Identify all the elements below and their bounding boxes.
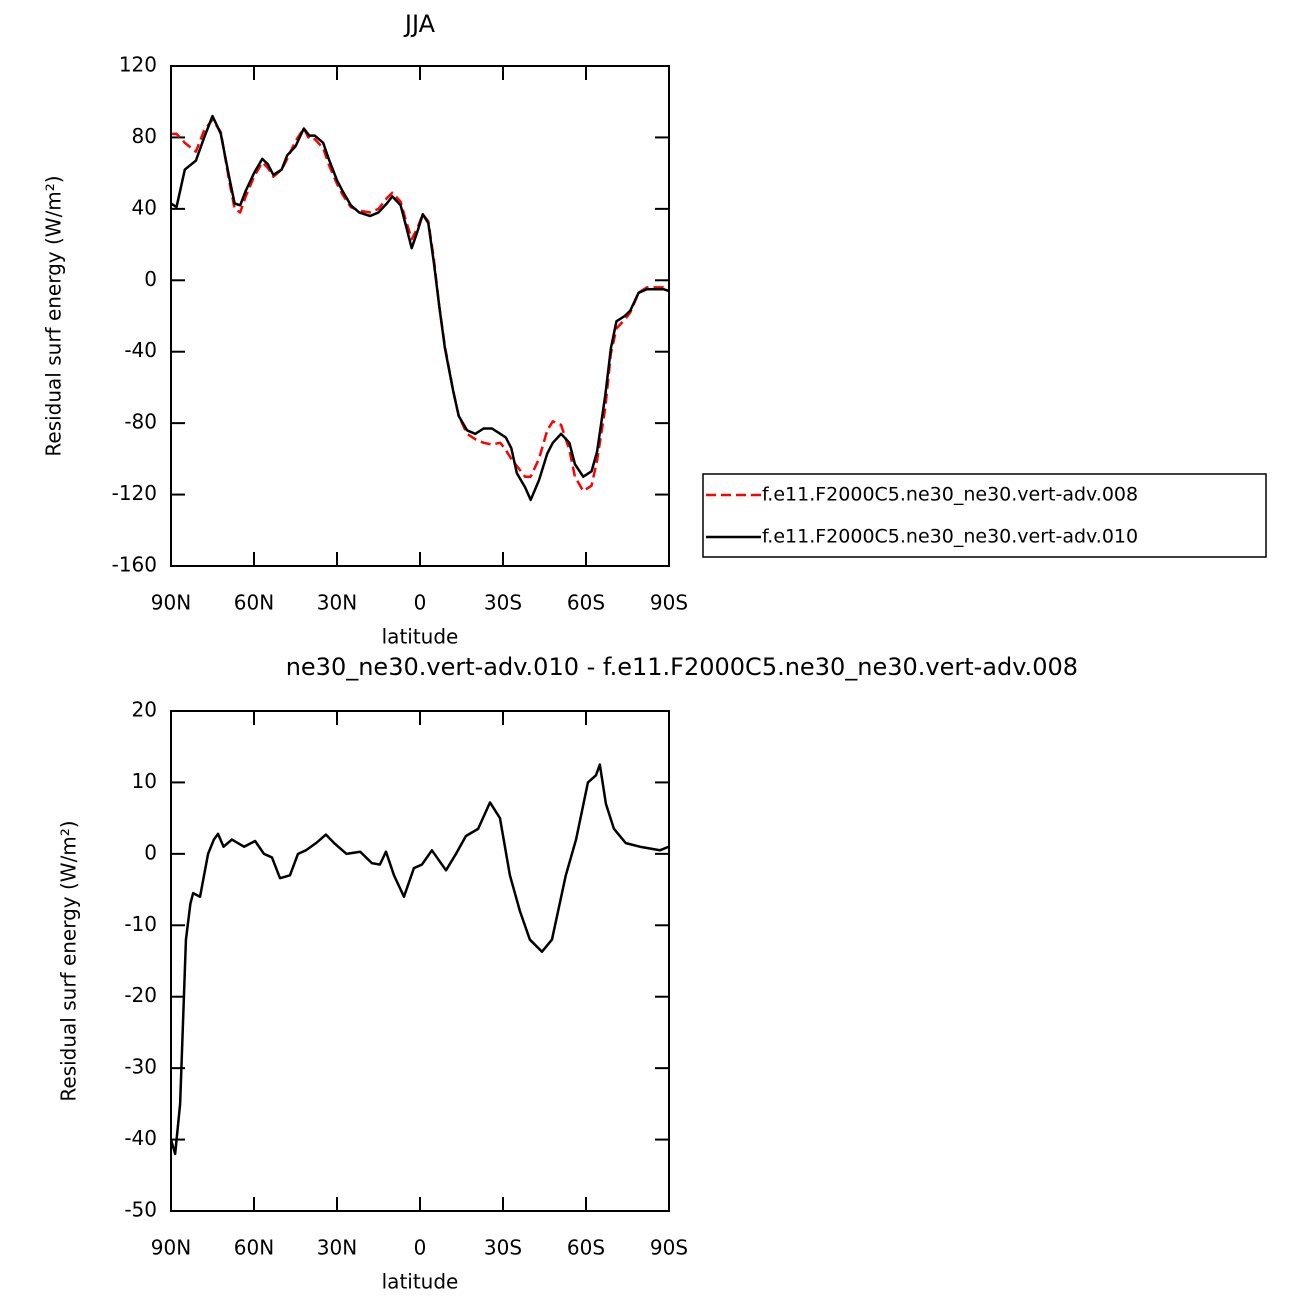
x-tick-label: 0 — [414, 591, 427, 615]
y-tick-label: 20 — [132, 698, 157, 722]
series-line — [171, 114, 669, 502]
chart-title: JJA — [403, 10, 436, 38]
y-tick-label: 0 — [144, 267, 157, 291]
legend-label: f.e11.F2000C5.ne30_ne30.vert-adv.008 — [762, 484, 1138, 506]
y-tick-label: -40 — [124, 338, 157, 362]
plot-frame — [170, 65, 670, 567]
x-axis-label: latitude — [382, 1270, 459, 1294]
x-tick-label: 30N — [317, 1236, 357, 1260]
y-tick-label: -40 — [124, 1126, 157, 1150]
x-tick-label: 30S — [484, 1236, 522, 1260]
x-tick-label: 30S — [484, 591, 522, 615]
chart-title: ne30_ne30.vert-adv.010 - f.e11.F2000C5.n… — [286, 653, 1078, 681]
y-tick-label: -20 — [124, 983, 157, 1007]
y-tick-label: 80 — [132, 124, 157, 148]
series-line — [171, 118, 669, 493]
x-tick-label: 60S — [567, 1236, 605, 1260]
y-tick-label: -30 — [124, 1055, 157, 1079]
series-line — [171, 763, 669, 1156]
x-tick-label: 60N — [234, 591, 274, 615]
x-tick-label: 90N — [151, 591, 191, 615]
x-tick-label: 90N — [151, 1236, 191, 1260]
x-axis-label: latitude — [382, 625, 459, 649]
y-tick-label: 40 — [132, 195, 157, 219]
x-tick-label: 0 — [414, 1236, 427, 1260]
y-tick-label: -80 — [124, 410, 157, 434]
y-tick-label: 10 — [132, 769, 157, 793]
legend-box — [702, 473, 1267, 558]
y-tick-label: -120 — [112, 481, 157, 505]
y-tick-label: -50 — [124, 1198, 157, 1222]
plot-frame — [170, 710, 670, 1212]
x-tick-label: 60S — [567, 591, 605, 615]
x-tick-label: 60N — [234, 1236, 274, 1260]
x-tick-label: 30N — [317, 591, 357, 615]
x-tick-label: 90S — [650, 591, 688, 615]
y-tick-label: 0 — [144, 840, 157, 864]
y-axis-label: Residual surf energy (W/m²) — [57, 820, 81, 1101]
y-tick-label: -10 — [124, 912, 157, 936]
y-tick-label: -160 — [112, 553, 157, 577]
y-tick-label: 120 — [119, 53, 157, 77]
y-axis-label: Residual surf energy (W/m²) — [42, 175, 66, 456]
legend-label: f.e11.F2000C5.ne30_ne30.vert-adv.010 — [762, 526, 1138, 548]
x-tick-label: 90S — [650, 1236, 688, 1260]
